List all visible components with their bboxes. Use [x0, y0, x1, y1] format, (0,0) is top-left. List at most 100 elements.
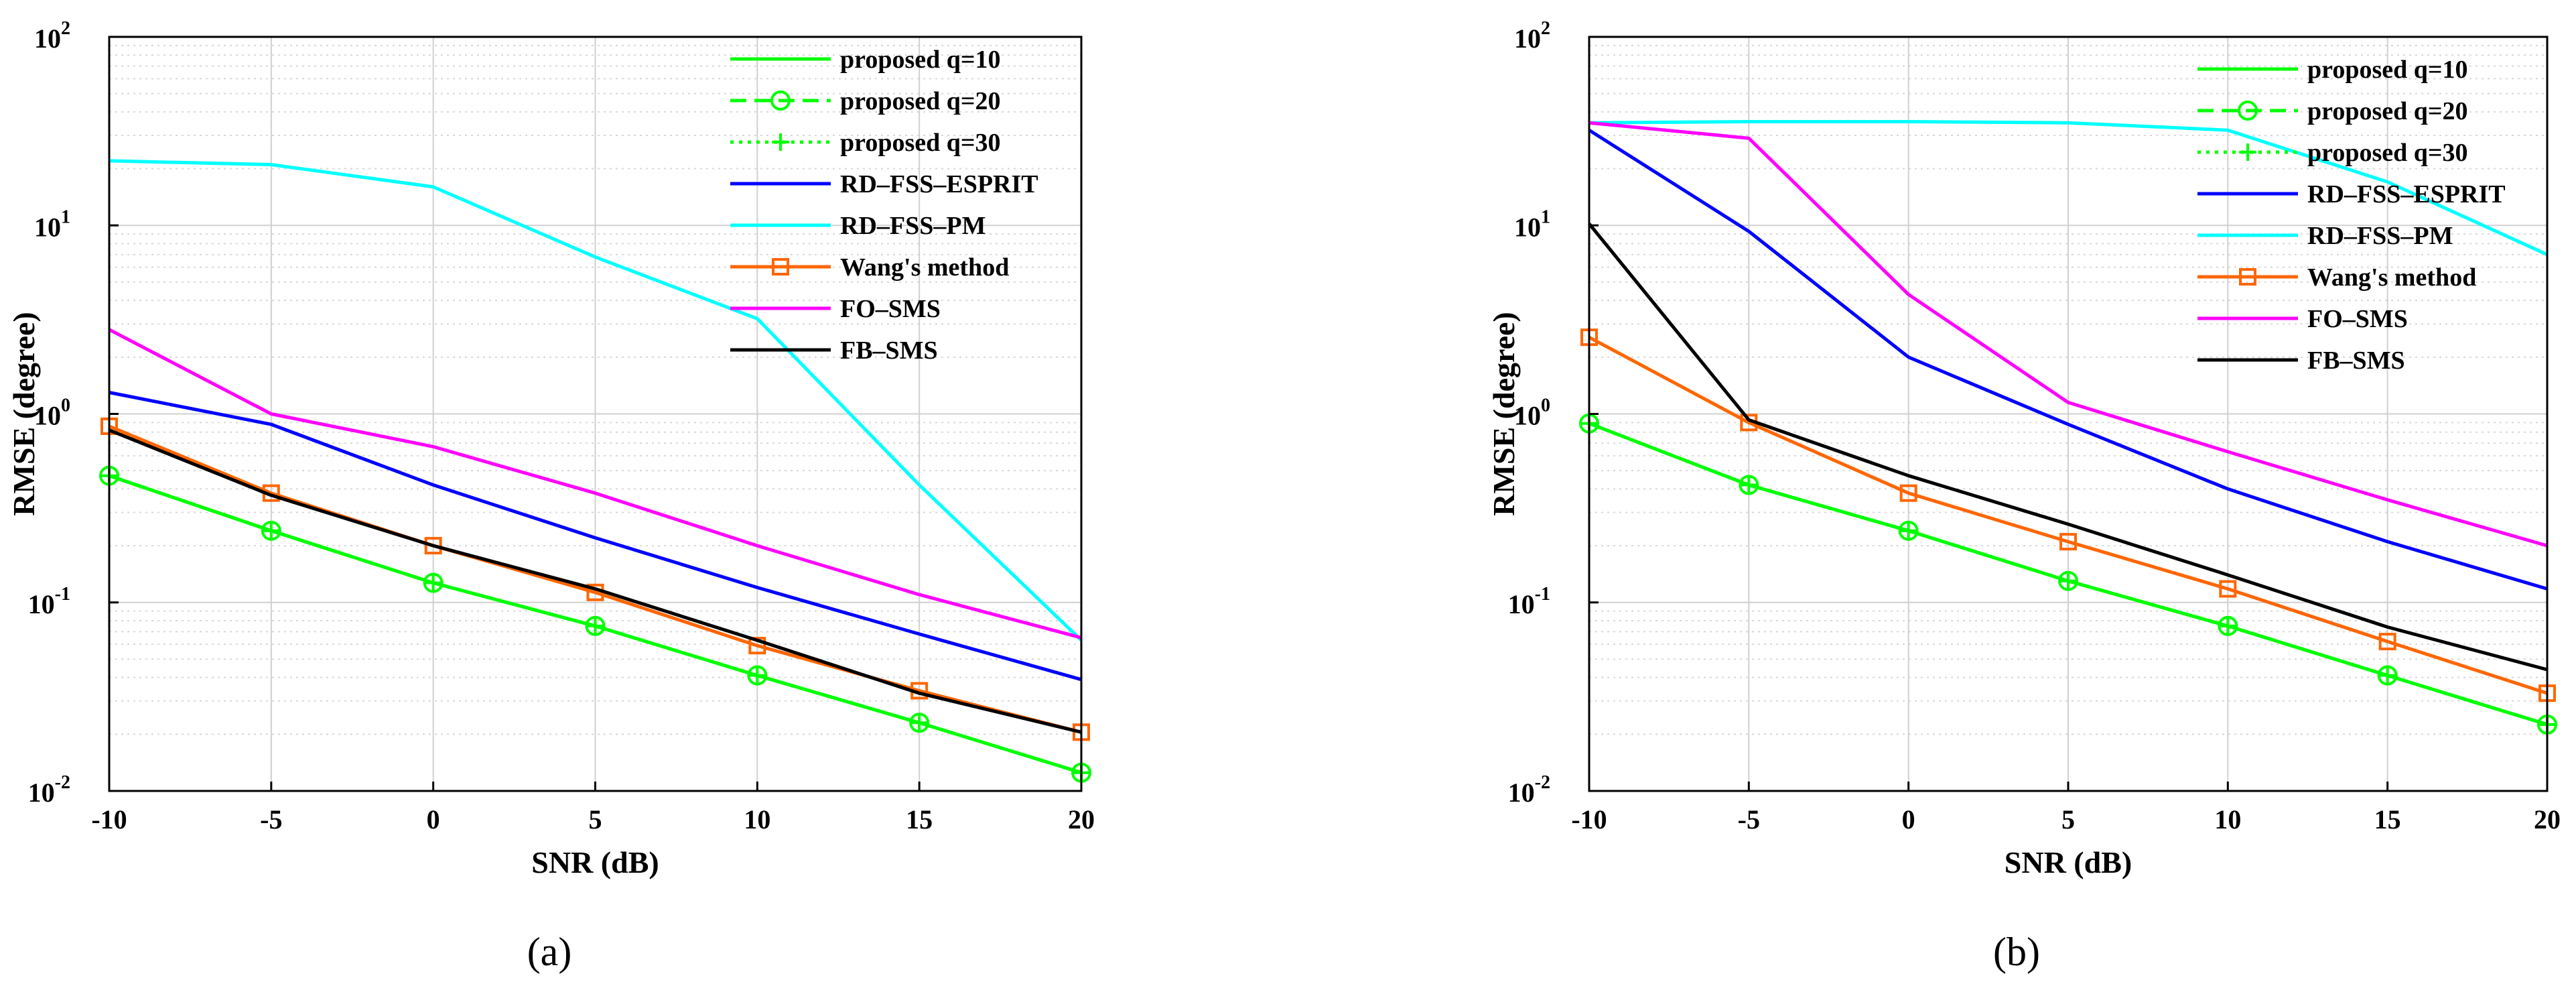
y-tick-label: 10-1: [1508, 584, 1550, 619]
x-tick-label: -5: [1738, 804, 1760, 835]
data-point-plus: [586, 617, 604, 635]
x-tick-label: 10: [744, 804, 770, 835]
y-tick-exponent: 0: [1541, 395, 1550, 416]
y-tick-exponent: 1: [61, 206, 70, 227]
data-point-square: [2378, 633, 2396, 651]
y-tick-exponent: 1: [1541, 206, 1550, 227]
x-tick-label: 20: [2534, 804, 2561, 835]
y-tick-label: 10-1: [28, 584, 70, 619]
y-tick-base: 10: [34, 401, 61, 431]
y-tick-base: 10: [1508, 778, 1535, 808]
series-line: [1588, 121, 2548, 548]
x-tick-label: -10: [91, 804, 127, 835]
x-tick-label: 0: [427, 804, 440, 835]
y-tick-exponent: -1: [55, 584, 70, 605]
legend-label-4: RD–FSS–PM: [840, 212, 986, 240]
legend-label-5: Wang's method: [840, 253, 1009, 282]
y-tick-exponent: 2: [1541, 18, 1550, 39]
data-point-plus: [262, 521, 280, 540]
series-line: [1588, 120, 2549, 257]
y-tick-base: 10: [1514, 401, 1541, 431]
legend: proposed q=10 proposed q=20 proposed q=30 R…: [730, 46, 1038, 365]
data-point-plus: [1899, 521, 1917, 540]
y-tick-base: 10: [1514, 212, 1541, 242]
x-tick-label: 5: [589, 804, 602, 835]
data-point-plus: [2059, 572, 2077, 590]
legend-marker-circle: [2238, 101, 2258, 121]
y-tick-label: 100: [34, 395, 70, 431]
series-line: [1588, 335, 2548, 695]
y-tick-base: 10: [34, 212, 61, 242]
x-tick-label: 15: [2374, 804, 2401, 835]
data-point-plus: [748, 666, 766, 684]
y-tick-label: 100: [1514, 395, 1550, 431]
y-tick-base: 10: [34, 23, 61, 54]
y-tick-label: 10-2: [28, 772, 70, 808]
x-axis-label: SNR (dB): [2005, 845, 2132, 879]
data-point-plus: [910, 714, 929, 732]
series-4: [109, 159, 1083, 642]
series-line: [109, 159, 1083, 642]
data-point-plus: [2219, 617, 2237, 635]
series-line: [109, 428, 1082, 734]
data-point-square: [1899, 484, 1917, 502]
legend-label-1: proposed q=20: [840, 87, 1001, 115]
legend-label-1: proposed q=20: [2307, 97, 2468, 125]
y-tick-exponent: -2: [55, 772, 70, 793]
legend-marker-square: [2239, 268, 2256, 286]
y-axis-label: RMSE (degree): [1487, 312, 1521, 515]
x-tick-label: -10: [1571, 804, 1607, 835]
series-3: [109, 391, 1082, 682]
legend-marker-plus: [2239, 143, 2256, 161]
legend-marker-square: [772, 258, 789, 275]
series-7: [109, 428, 1082, 734]
data-point-plus: [2378, 666, 2396, 684]
y-tick-base: 10: [1508, 589, 1535, 619]
series-6: [108, 328, 1082, 639]
series-line: [109, 424, 1082, 734]
series-7: [1588, 223, 2548, 672]
y-tick-exponent: -2: [1535, 772, 1550, 793]
legend-label-4: RD–FSS–PM: [2307, 222, 2453, 250]
y-tick-base: 10: [28, 778, 55, 808]
legend-label-0: proposed q=10: [840, 46, 1001, 74]
x-tick-label: 15: [906, 804, 933, 835]
series-line: [1588, 223, 2548, 672]
x-tick-label: 0: [1902, 804, 1915, 835]
y-tick-label: 10-2: [1508, 772, 1550, 808]
legend-label-3: RD–FSS–ESPRIT: [2307, 180, 2506, 208]
x-axis-label: SNR (dB): [531, 845, 659, 879]
y-tick-label: 102: [34, 18, 70, 54]
legend-label-5: Wang's method: [2307, 263, 2476, 292]
series-2: [1580, 414, 2556, 733]
y-tick-label: 101: [1514, 206, 1550, 242]
legend-label-7: FB–SMS: [840, 336, 938, 365]
legend-label-0: proposed q=10: [2307, 56, 2468, 84]
series-line: [1588, 129, 2548, 591]
series-line: [108, 328, 1082, 639]
legend-label-2: proposed q=30: [840, 129, 1001, 157]
data-point-square: [2059, 533, 2077, 551]
legend-label-6: FO–SMS: [2307, 305, 2408, 333]
x-tick-label: 10: [2214, 804, 2241, 835]
panel-caption: (a): [527, 930, 572, 974]
legend-label-2: proposed q=30: [2307, 139, 2468, 167]
x-tick-label: -5: [260, 804, 282, 835]
y-tick-exponent: -1: [1535, 584, 1550, 605]
y-tick-base: 10: [28, 589, 55, 619]
series-2: [100, 467, 1090, 782]
legend-label-3: RD–FSS–ESPRIT: [840, 170, 1038, 198]
legend-marker-plus: [772, 133, 789, 151]
series-6: [1588, 121, 2548, 548]
legend: proposed q=10 proposed q=20 proposed q=30 R…: [2197, 56, 2506, 375]
y-tick-exponent: 2: [61, 18, 70, 39]
y-tick-label: 102: [1514, 18, 1550, 54]
data-point-square: [424, 537, 442, 555]
data-point-square: [748, 637, 766, 655]
series-3: [1588, 129, 2548, 591]
legend-label-7: FB–SMS: [2307, 347, 2405, 375]
x-tick-label: 20: [1068, 804, 1095, 835]
